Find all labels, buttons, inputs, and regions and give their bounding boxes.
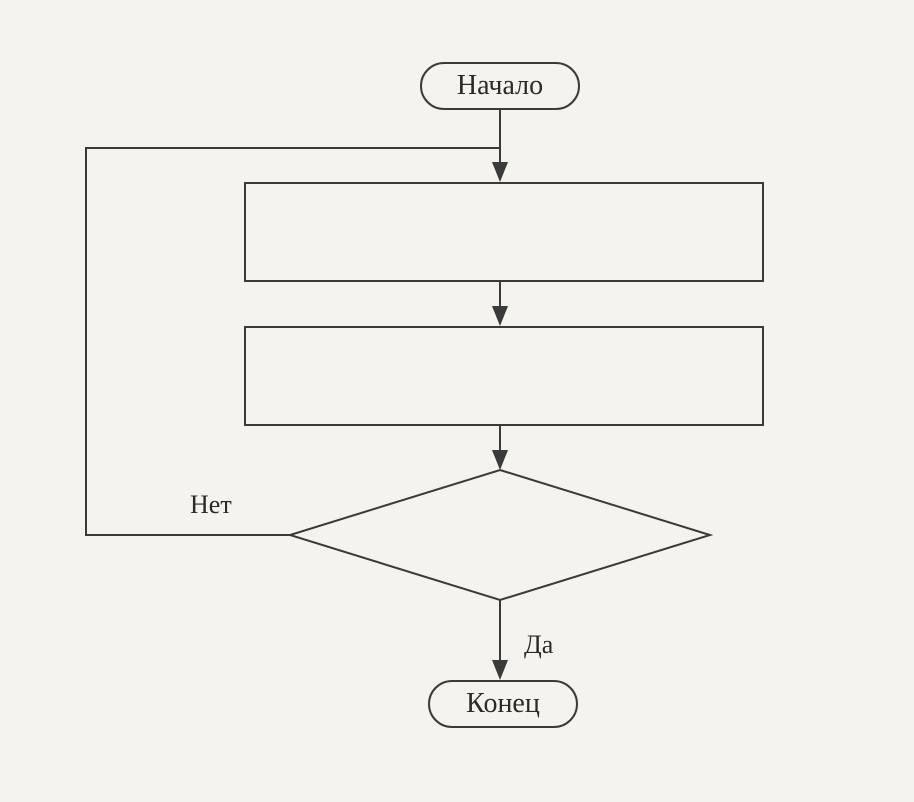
process-node-2: [244, 326, 764, 426]
process-node-1: [244, 182, 764, 282]
start-label: Начало: [457, 70, 543, 102]
start-node: Начало: [420, 62, 580, 110]
end-label: Конец: [466, 688, 540, 720]
flowchart-canvas: Начало Нет Да Конец: [0, 0, 914, 802]
decision-no-label: Нет: [190, 490, 232, 520]
decision-yes-label: Да: [524, 630, 553, 660]
end-node: Конец: [428, 680, 578, 728]
